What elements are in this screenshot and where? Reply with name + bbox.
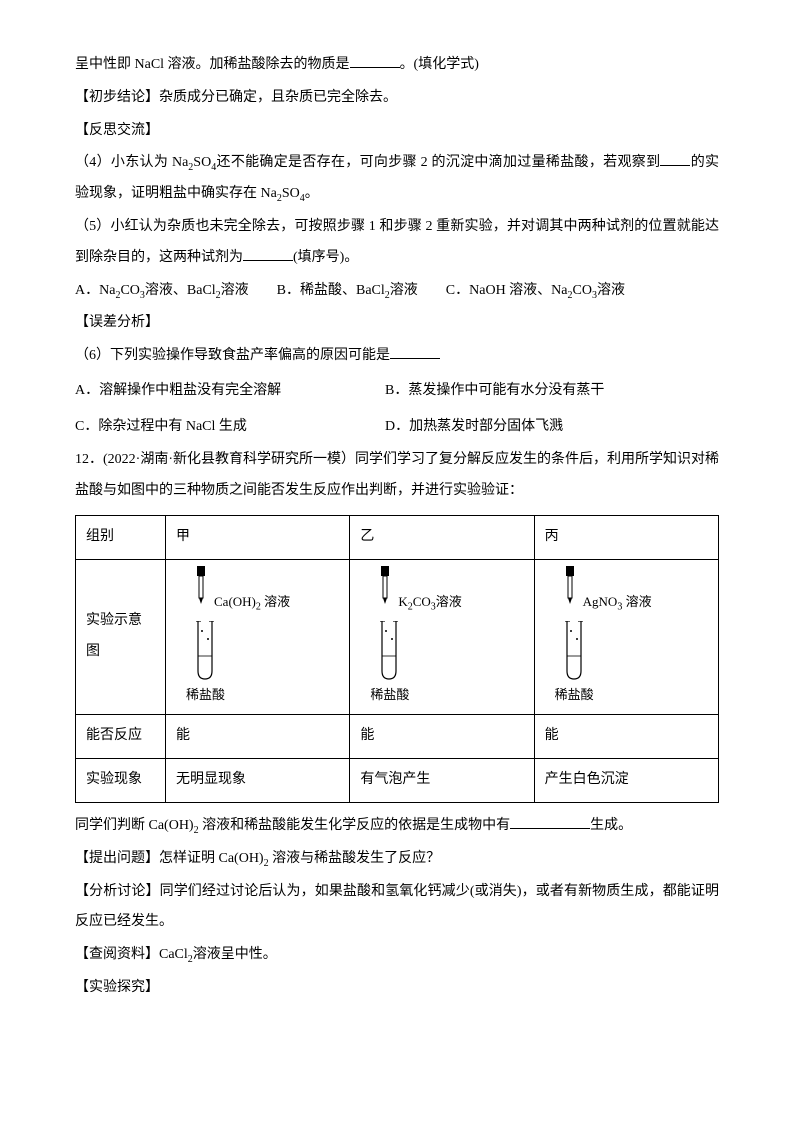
table-cell: 有气泡产生 xyxy=(350,759,534,803)
apparatus-2: K2CO3溶液 稀盐酸 xyxy=(360,566,500,696)
paragraph-1: 呈中性即 NaCl 溶液。加稀盐酸除去的物质是 。(填化学式) xyxy=(75,50,719,81)
table-cell: 能 xyxy=(534,715,718,759)
table-header-cell: 组别 xyxy=(76,515,166,559)
table-header-row: 组别 甲 乙 丙 xyxy=(76,515,719,559)
paragraph-9: 12．(2022·湖南·新化县教育科学研究所一模）同学们学习了复分解反应发生的条… xyxy=(75,445,719,507)
text: 溶液和稀盐酸能发生化学反应的依据是生成物中有 xyxy=(199,818,511,833)
option-c: C．除杂过程中有 NaCl 生成 xyxy=(75,410,385,444)
blank-fill xyxy=(510,813,590,829)
text: 溶液 C．NaOH 溶液、Na xyxy=(390,283,568,298)
table-cell: 能否反应 xyxy=(76,715,166,759)
text: (填序号)。 xyxy=(293,250,358,265)
apparatus-1: Ca(OH)2 溶液 稀盐酸 xyxy=(176,566,316,696)
paragraph-7: 【误差分析】 xyxy=(75,308,719,339)
text: 【查阅资料】CaCl xyxy=(75,947,188,962)
table-cell: 无明显现象 xyxy=(166,759,350,803)
text: （4）小东认为 Na xyxy=(75,155,188,170)
text: SO xyxy=(193,155,211,170)
acid-label: 稀盐酸 xyxy=(370,681,409,710)
blank-fill xyxy=(243,245,293,261)
paragraph-11: 【提出问题】怎样证明 Ca(OH)2 溶液与稀盐酸发生了反应？ xyxy=(75,844,719,875)
text: 溶液、BaCl xyxy=(145,283,216,298)
diagram-cell-2: K2CO3溶液 稀盐酸 xyxy=(350,559,534,715)
experiment-table: 组别 甲 乙 丙 实验示意图 Ca(OH)2 溶液 xyxy=(75,515,719,803)
text: 生成。 xyxy=(590,818,632,833)
table-diagram-row: 实验示意图 Ca(OH)2 溶液 稀盐酸 xyxy=(76,559,719,715)
option-a: A．溶解操作中粗盐没有完全溶解 xyxy=(75,374,385,408)
text: 。 xyxy=(305,186,319,201)
table-cell: 能 xyxy=(350,715,534,759)
paragraph-12: 【分析讨论】同学们经过讨论后认为，如果盐酸和氢氧化钙减少(或消失)，或者有新物质… xyxy=(75,877,719,939)
option-row-2: C．除杂过程中有 NaCl 生成D．加热蒸发时部分固体飞溅 xyxy=(75,410,719,444)
option-d: D．加热蒸发时部分固体飞溅 xyxy=(385,419,563,434)
dropper-icon xyxy=(378,566,392,606)
table-cell: 实验示意图 xyxy=(76,559,166,715)
paragraph-3: 【反思交流】 xyxy=(75,116,719,147)
text: SO xyxy=(282,186,300,201)
text: 溶液 B．稀盐酸、BaCl xyxy=(221,283,385,298)
text: 同学们判断 Ca(OH) xyxy=(75,818,194,833)
blank-fill xyxy=(660,150,690,166)
option-row-1: A．溶解操作中粗盐没有完全溶解B．蒸发操作中可能有水分没有蒸干 xyxy=(75,374,719,408)
paragraph-13: 【查阅资料】CaCl2溶液呈中性。 xyxy=(75,940,719,971)
test-tube-icon xyxy=(380,621,398,681)
table-header-cell: 丙 xyxy=(534,515,718,559)
text: （5）小红认为杂质也未完全除去，可按照步骤 1 和步骤 2 重新实验，并对调其中… xyxy=(75,219,719,265)
table-row: 能否反应 能 能 能 xyxy=(76,715,719,759)
solution-label: Ca(OH)2 溶液 xyxy=(214,588,290,619)
diagram-cell-3: AgNO3 溶液 稀盐酸 xyxy=(534,559,718,715)
test-tube-icon xyxy=(196,621,214,681)
paragraph-10: 同学们判断 Ca(OH)2 溶液和稀盐酸能发生化学反应的依据是生成物中有生成。 xyxy=(75,811,719,842)
text: 还不能确定是否存在，可向步骤 2 的沉淀中滴加过量稀盐酸，若观察到 xyxy=(216,155,660,170)
text: A．Na xyxy=(75,283,115,298)
text: 溶液 xyxy=(597,283,625,298)
table-header-cell: 甲 xyxy=(166,515,350,559)
option-b: B．蒸发操作中可能有水分没有蒸干 xyxy=(385,383,604,398)
table-cell: 产生白色沉淀 xyxy=(534,759,718,803)
apparatus-3: AgNO3 溶液 稀盐酸 xyxy=(545,566,685,696)
text: CO xyxy=(573,283,592,298)
table-row: 实验现象 无明显现象 有气泡产生 产生白色沉淀 xyxy=(76,759,719,803)
paragraph-14: 【实验探究】 xyxy=(75,973,719,1004)
test-tube-icon xyxy=(565,621,583,681)
text: 溶液与稀盐酸发生了反应？ xyxy=(269,851,441,866)
paragraph-8: （6）下列实验操作导致食盐产率偏高的原因可能是 xyxy=(75,341,719,372)
diagram-cell-1: Ca(OH)2 溶液 稀盐酸 xyxy=(166,559,350,715)
paragraph-6-options: A．Na2CO3溶液、BaCl2溶液 B．稀盐酸、BaCl2溶液 C．NaOH … xyxy=(75,276,719,307)
blank-fill xyxy=(390,343,440,359)
paragraph-4: （4）小东认为 Na2SO4还不能确定是否存在，可向步骤 2 的沉淀中滴加过量稀… xyxy=(75,148,719,210)
text: 呈中性即 NaCl 溶液。加稀盐酸除去的物质是 xyxy=(75,57,350,72)
solution-label: K2CO3溶液 xyxy=(398,588,461,619)
text: 【提出问题】怎样证明 Ca(OH) xyxy=(75,851,264,866)
blank-fill xyxy=(350,52,400,68)
text: CO xyxy=(120,283,139,298)
solution-label: AgNO3 溶液 xyxy=(583,588,652,619)
table-cell: 能 xyxy=(166,715,350,759)
dropper-icon xyxy=(563,566,577,606)
text: （6）下列实验操作导致食盐产率偏高的原因可能是 xyxy=(75,348,390,363)
text: 溶液呈中性。 xyxy=(193,947,277,962)
text: 。(填化学式) xyxy=(400,57,479,72)
acid-label: 稀盐酸 xyxy=(186,681,225,710)
table-header-cell: 乙 xyxy=(350,515,534,559)
dropper-icon xyxy=(194,566,208,606)
paragraph-5: （5）小红认为杂质也未完全除去，可按照步骤 1 和步骤 2 重新实验，并对调其中… xyxy=(75,212,719,274)
acid-label: 稀盐酸 xyxy=(555,681,594,710)
paragraph-2: 【初步结论】杂质成分已确定，且杂质已完全除去。 xyxy=(75,83,719,114)
table-cell: 实验现象 xyxy=(76,759,166,803)
